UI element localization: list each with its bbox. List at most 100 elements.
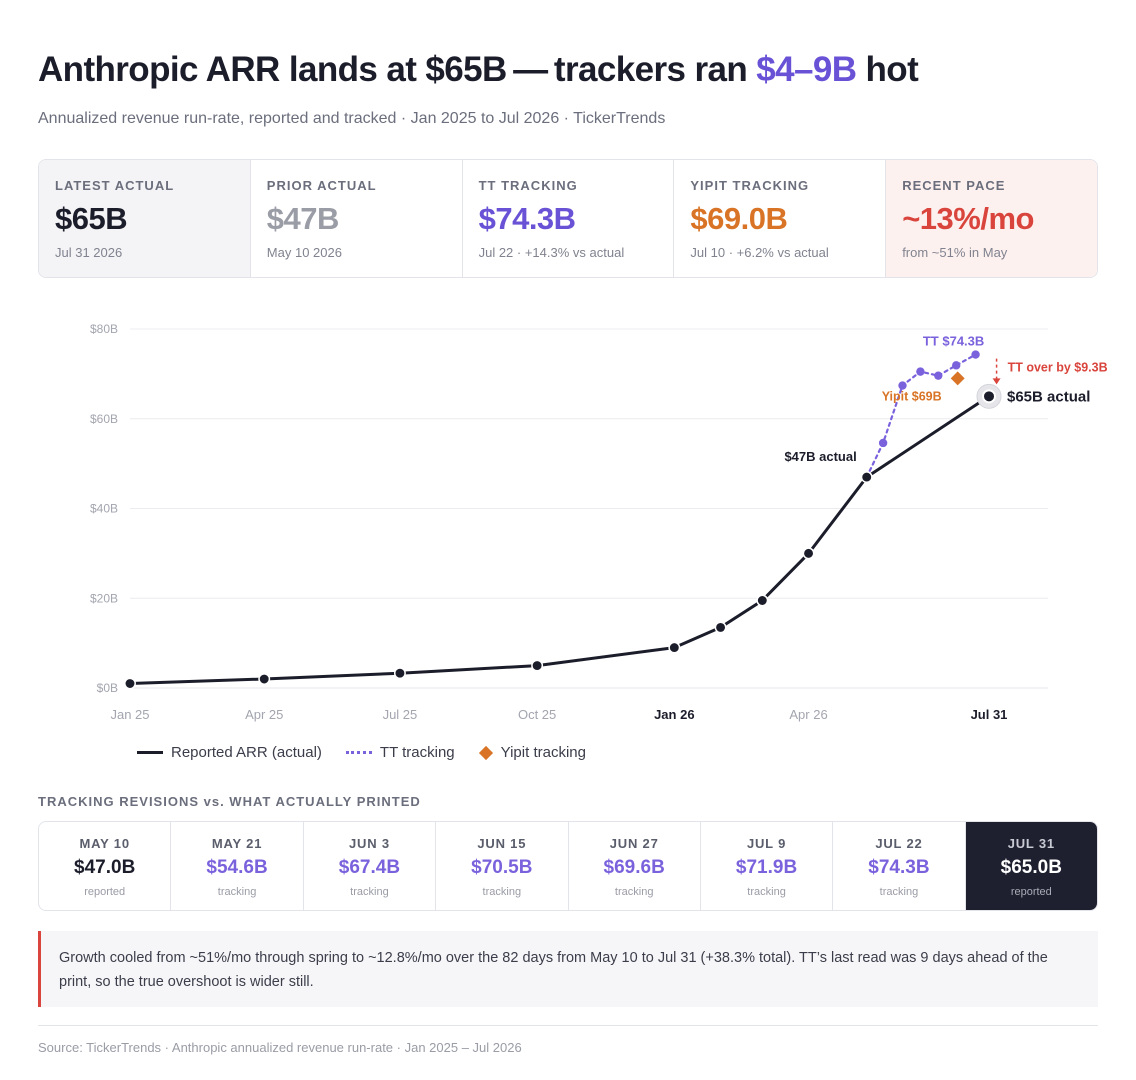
actual-arr-point — [531, 659, 544, 672]
revisions-strip: MAY 10 $47.0B reported MAY 21 $54.6B tracking… — [38, 821, 1098, 911]
kpi-sub: Jul 10 · +6.2% vs actual — [690, 245, 829, 260]
revision-date: JUN 3 — [349, 836, 390, 851]
revision-value: $69.6B — [603, 857, 665, 878]
revision-date: JUL 31 — [1007, 836, 1055, 851]
y-tick-label: $80B — [90, 322, 118, 336]
kpi-sub: Jul 31 2026 — [55, 245, 123, 260]
kpi-label: RECENT PACE — [902, 178, 1006, 193]
x-tick-label: Oct 25 — [518, 707, 556, 722]
page-subtitle: Annualized revenue run-rate, reported an… — [38, 110, 666, 127]
kpi-value: $47B — [266, 201, 340, 236]
revision-value: $70.5B — [471, 857, 533, 878]
revision-cell: JUL 9 $71.9B tracking — [701, 822, 834, 910]
revision-kind: reported — [1010, 886, 1052, 898]
tt-tracking-point — [898, 381, 907, 390]
kpi-label: YIPIT TRACKING — [690, 178, 810, 193]
revision-cell: JUN 15 $70.5B tracking — [436, 822, 569, 910]
kpi-latest-actual: LATEST ACTUAL $65B Jul 31 2026 — [39, 160, 251, 277]
kpi-tt-tracking: TT TRACKING $74.3B Jul 22 · +14.3% vs ac… — [463, 160, 675, 277]
revision-date: JUN 15 — [477, 836, 527, 851]
actual-arr-point — [982, 389, 996, 404]
annotation-tt-latest: TT $74.3B — [923, 334, 984, 349]
revision-value: $67.4B — [338, 857, 401, 878]
revision-cell: JUN 3 $67.4B tracking — [304, 822, 437, 910]
y-tick-label: $60B — [90, 412, 118, 426]
source-note: Source: TickerTrends · Anthropic annuali… — [38, 1040, 522, 1055]
kpi-value: $65B — [55, 201, 128, 236]
annotation-yipit: Yipit $69B — [882, 389, 942, 403]
tt-tracking-point — [971, 350, 980, 359]
legend-label: TT tracking — [379, 744, 455, 761]
annotation-65b-actual: $65B actual — [1007, 388, 1090, 405]
revision-kind: tracking — [747, 886, 786, 898]
actual-arr-point — [714, 621, 727, 634]
revision-kind: tracking — [350, 886, 389, 898]
tt-tracking-point — [878, 438, 888, 448]
legend-swatch-diamond — [478, 745, 493, 760]
actual-arr-point — [668, 641, 681, 654]
revision-date: JUN 27 — [609, 836, 659, 851]
kpi-value: $74.3B — [478, 201, 576, 236]
x-tick-label: Jul 25 — [383, 707, 418, 722]
kpi-value: $69.0B — [690, 201, 788, 236]
y-tick-label: $20B — [90, 591, 118, 605]
legend-item-actual: Reported ARR (actual) — [137, 744, 322, 761]
revision-kind: tracking — [879, 886, 919, 898]
title-accent: $4–9B — [756, 50, 857, 89]
kpi-row: LATEST ACTUAL $65B Jul 31 2026 PRIOR ACT… — [38, 159, 1098, 278]
y-tick-label: $0B — [97, 681, 118, 695]
revision-date: MAY 21 — [211, 836, 263, 851]
revision-kind: tracking — [614, 886, 654, 898]
title-part-2: hot — [856, 50, 919, 89]
callout-note: Growth cooled from ~51%/mo through sprin… — [38, 931, 1098, 1007]
actual-arr-point — [124, 677, 136, 690]
actual-arr-line — [128, 394, 991, 685]
legend-swatch-dotted-line — [345, 751, 372, 754]
kpi-label: LATEST ACTUAL — [55, 178, 175, 193]
revision-value: $47.0B — [74, 857, 136, 878]
revision-cell: MAY 10 $47.0B reported — [39, 822, 172, 910]
kpi-sub: Jul 22 · +14.3% vs actual — [478, 245, 625, 260]
tt-tracking-point — [916, 367, 925, 376]
tt-tracking-point — [951, 361, 961, 370]
x-tick-label: Apr 25 — [245, 707, 283, 722]
kpi-value: ~13%/mo — [902, 201, 1034, 236]
kpi-recent-pace: RECENT PACE ~13%/mo from ~51% in May — [886, 160, 1097, 277]
kpi-label: PRIOR ACTUAL — [266, 178, 377, 193]
revision-date: JUL 22 — [875, 836, 923, 851]
overshoot-arrow-head — [992, 378, 1001, 385]
revision-cell: JUL 22 $74.3B tracking — [833, 822, 966, 910]
revision-value: $71.9B — [735, 857, 798, 878]
x-tick-label: Jan 26 — [654, 707, 694, 722]
x-tick-label: Jul 31 — [971, 707, 1008, 722]
x-tick-label: Apr 26 — [789, 707, 827, 722]
kpi-sub: May 10 2026 — [266, 245, 342, 260]
x-tick-label: Jan 25 — [110, 707, 149, 722]
legend-label: Yipit tracking — [500, 744, 586, 761]
revision-value: $65.0B — [1000, 857, 1062, 878]
page-title: Anthropic ARR lands at $65B — trackers r… — [38, 50, 919, 90]
kpi-yipit-tracking: YIPIT TRACKING $69.0B Jul 10 · +6.2% vs … — [674, 160, 887, 277]
annotation-47b-actual: $47B actual — [784, 449, 856, 464]
yipit-tracking-point — [948, 369, 967, 388]
actual-arr-point — [756, 594, 769, 607]
legend-label: Reported ARR (actual) — [171, 744, 322, 761]
revision-value: $74.3B — [868, 857, 930, 878]
footer-divider — [38, 1025, 1098, 1026]
legend-item-yipit: Yipit tracking — [478, 744, 586, 761]
actual-arr-point — [258, 673, 271, 685]
revision-kind: tracking — [482, 886, 522, 898]
title-part-1: Anthropic ARR lands at $65B — trackers r… — [38, 50, 757, 89]
tt-tracking-point — [934, 371, 943, 380]
revision-date: JUL 9 — [746, 836, 787, 851]
actual-arr-point — [393, 667, 406, 680]
revision-cell: MAY 21 $54.6B tracking — [171, 822, 304, 910]
legend-swatch-solid-line — [137, 751, 163, 754]
y-tick-label: $40B — [90, 502, 118, 516]
revision-cell: JUN 27 $69.6B tracking — [569, 822, 701, 910]
arr-line-chart: $0B $20B $40B $60B $80B Jan 25 Apr 25 Jul 25 Oct… — [90, 322, 1108, 722]
revision-date: MAY 10 — [79, 836, 130, 851]
annotation-overshoot: TT over by $9.3B — [1008, 361, 1108, 375]
revision-kind: reported — [84, 886, 126, 898]
kpi-sub: from ~51% in May — [902, 245, 1008, 260]
